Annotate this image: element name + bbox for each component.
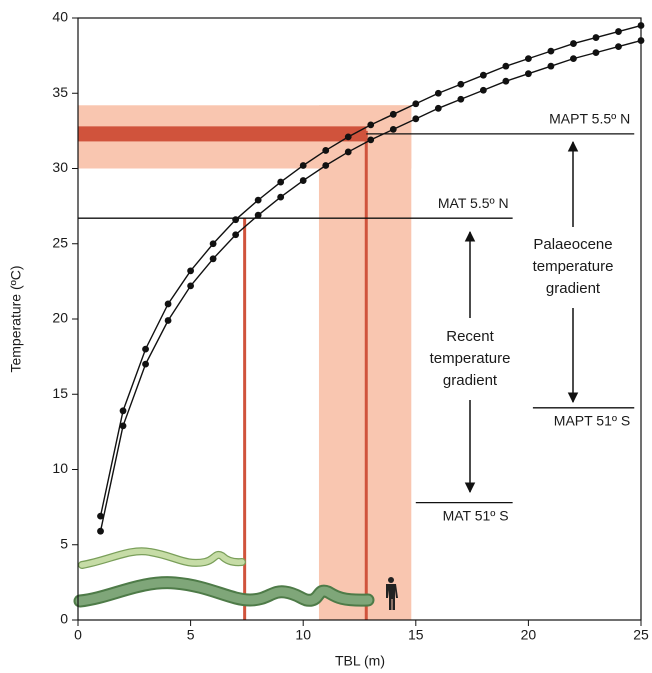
data-point xyxy=(254,196,262,204)
annotation-text: temperature xyxy=(533,258,614,275)
y-tick-label: 5 xyxy=(60,535,68,551)
bands xyxy=(78,105,412,621)
annotation-text: Palaeocene xyxy=(533,236,612,253)
data-point xyxy=(615,43,622,50)
data-point xyxy=(232,231,240,239)
data-point xyxy=(570,55,577,63)
x-tick-label: 15 xyxy=(408,627,424,643)
data-point xyxy=(164,300,172,308)
data-point xyxy=(119,422,127,430)
x-tick-label: 0 xyxy=(74,627,82,643)
data-point xyxy=(254,211,262,219)
annotation-text: temperature xyxy=(430,350,511,367)
x-tick-label: 10 xyxy=(295,627,311,643)
shaded-band xyxy=(78,126,367,142)
data-point xyxy=(164,317,172,324)
data-point xyxy=(547,47,555,55)
data-point xyxy=(412,115,420,123)
x-tick-label: 5 xyxy=(187,627,195,643)
annotation-text: Recent xyxy=(446,328,494,345)
data-point xyxy=(525,70,532,78)
data-point xyxy=(367,136,375,144)
data-point xyxy=(457,95,465,103)
plot: MAPT 5.5º N MAT 5.5º N MAPT 51º S MAT 51º S… xyxy=(78,22,645,535)
data-point xyxy=(97,512,104,520)
data-point xyxy=(277,178,285,186)
y-tick-label: 20 xyxy=(52,310,68,326)
reference-label: MAT 5.5º N xyxy=(438,195,509,211)
data-point xyxy=(479,71,487,79)
y-tick-label: 0 xyxy=(60,611,68,627)
annotation-text: gradient xyxy=(443,372,498,389)
data-point xyxy=(502,77,510,85)
data-point xyxy=(97,527,104,535)
data-point xyxy=(119,407,127,415)
data-point xyxy=(142,360,149,368)
data-point xyxy=(479,86,487,94)
data-point xyxy=(187,267,195,275)
data-point xyxy=(344,133,352,141)
data-point xyxy=(592,34,600,41)
data-point xyxy=(412,100,420,108)
axes: 0 5 10 15 20 25 0 5 10 15 20 25 30 35 40 xyxy=(52,9,649,643)
data-point xyxy=(525,55,532,63)
x-tick-label: 20 xyxy=(521,627,537,643)
data-point xyxy=(322,162,330,169)
data-point xyxy=(299,162,307,169)
data-point xyxy=(434,89,442,97)
data-point xyxy=(187,282,195,290)
data-point xyxy=(434,104,442,112)
data-point xyxy=(142,345,149,353)
fossil-illustrations xyxy=(73,547,398,610)
data-point xyxy=(389,110,397,118)
data-point xyxy=(209,255,217,263)
data-point xyxy=(570,40,577,47)
data-point xyxy=(209,240,217,248)
data-point xyxy=(592,49,600,57)
y-tick-label: 10 xyxy=(52,460,68,476)
annotation-text: gradient xyxy=(546,280,601,297)
data-point xyxy=(502,62,510,70)
y-tick-label: 40 xyxy=(52,9,68,25)
y-tick-label: 35 xyxy=(52,84,68,100)
x-tick-label: 25 xyxy=(633,627,649,643)
reference-label: MAT 51º S xyxy=(443,507,509,523)
x-axis-label: TBL (m) xyxy=(335,653,385,669)
data-point xyxy=(344,148,352,156)
data-point xyxy=(457,80,465,88)
data-point xyxy=(615,28,622,35)
reference-label: MAPT 5.5º N xyxy=(549,111,630,127)
data-point xyxy=(389,125,397,133)
data-point xyxy=(547,62,555,70)
data-point xyxy=(232,216,240,224)
data-point xyxy=(277,193,285,201)
data-point xyxy=(322,147,330,154)
y-tick-label: 15 xyxy=(52,385,68,401)
y-axis-label: Temperature (ºC) xyxy=(8,265,24,372)
reference-label: MAPT 51º S xyxy=(554,412,630,428)
y-tick-label: 30 xyxy=(52,159,68,175)
y-tick-label: 25 xyxy=(52,234,68,250)
data-point xyxy=(299,177,307,184)
data-point xyxy=(367,121,375,129)
